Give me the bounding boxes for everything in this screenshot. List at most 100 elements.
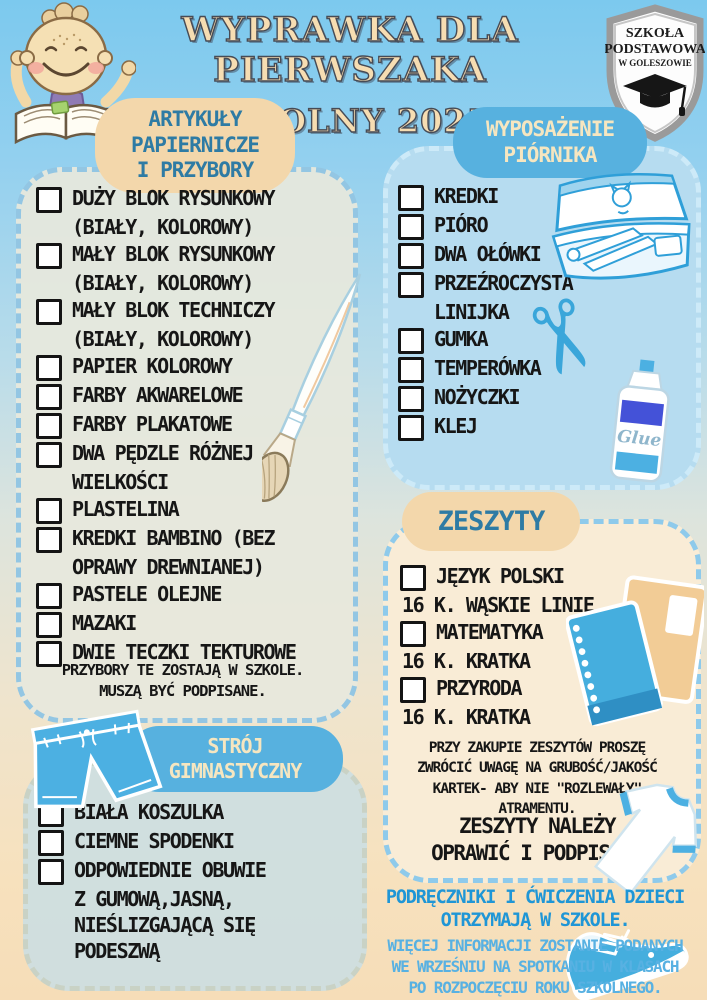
school-logo: SZKOŁA PODSTAWOWA W GOLESZOWIE [605,4,705,142]
header-wyposazenie-piornika: WYPOSAŻENIE PIÓRNIKA [453,107,647,178]
checklist-item: GUMKA [398,326,698,354]
checkbox[interactable] [36,187,62,213]
notebooks-illustration [566,575,704,727]
checklist-item: BIAŁA KOSZULKA [38,799,358,827]
checklist-artykuly: DUŻY BLOK RYSUNKOWY (BIAŁY, KOLOROWY) MAŁY… [36,184,346,668]
checkbox[interactable] [36,355,62,381]
item-label-continuation: (BIAŁY, KOLOROWY) [72,271,254,295]
note-line: ZESZYTY NALEŻY [458,814,617,838]
checklist-item: FARBY PLAKATOWE [36,411,346,439]
footer-line: WIĘCEJ INFORMACJI ZOSTANIE PODANYCH [387,936,683,956]
item-label-continuation: (BIAŁY, KOLOROWY) [72,215,254,239]
checklist-item: CIEMNE SPODENKI [38,828,358,856]
pencil-case-illustration [551,173,691,280]
checkbox[interactable] [36,413,62,439]
note-line: ATRAMENTU. [498,800,576,817]
checkbox[interactable] [38,830,64,856]
checklist-item: TEMPERÓWKA [398,355,698,383]
item-label: MAŁY BLOK RYSUNKOWY [72,242,276,266]
item-label: GUMKA [434,327,489,351]
checkbox[interactable] [36,384,62,410]
checkbox[interactable] [398,185,424,211]
item-label: ODPOWIEDNIE OBUWIE [74,858,267,882]
checklist-stroj: BIAŁA KOSZULKA CIEMNE SPODENKI ODPOWIEDNIE… [38,798,358,964]
note-line: ZWRÓCIĆ UWAGĘ NA GRUBOŚĆ/JAKOŚĆ [417,760,658,777]
checkbox[interactable] [400,565,426,591]
footer-line: WE WRZEŚNIU NA SPOTKANIU W KLASACH [391,957,680,977]
paintbrush-illustration [262,273,362,502]
item-label-continuation: WIELKOŚCI [72,470,169,494]
item-label: JĘZYK POLSKI [436,564,565,588]
logo-text-line2: PODSTAWOWA [605,42,705,57]
header-line: PIÓRNIKA [503,143,597,168]
item-label-continuation: LINIJKA [434,300,510,324]
checklist-item: NOŻYCZKI [398,384,698,412]
checklist-item: KREDKI [398,183,698,211]
checkbox[interactable] [400,621,426,647]
checkbox[interactable] [36,498,62,524]
item-label: PASTELE OLEJNE [72,582,222,606]
checklist-item: ODPOWIEDNIE OBUWIE [38,857,358,885]
header-line: GIMNASTYCZNY [168,759,303,783]
note-line: KARTEK- ABY NIE "ROZLEWAŁY" [432,780,643,797]
item-label: TEMPERÓWKA [434,356,542,380]
checkbox[interactable] [36,299,62,325]
glue-label: Glue [616,427,662,452]
title-line-1: WYPRAWKA DLA PIERWSZAKA [181,9,519,90]
checkbox[interactable] [36,243,62,269]
header-artykuly-papiernicze: ARTYKUŁY PAPIERNICZE I PRZYBORY [95,98,295,193]
note-zeszyty: PRZY ZAKUPIE ZESZYTÓW PROSZĘ ZWRÓCIĆ UWAG… [393,738,681,819]
item-label-continuation: PODESZWĄ [74,939,161,963]
header-line: ZESZYTY [437,506,546,537]
logo-text-line1: SZKOŁA [626,26,685,41]
checklist-item: MAŁY BLOK RYSUNKOWY [36,241,346,269]
item-label: PIÓRO [434,213,489,237]
footer-line: OTRZYMAJĄ W SZKOLE. [440,910,631,932]
graduation-cap-icon [623,74,687,116]
footer-line: PODRĘCZNIKI I ĆWICZENIA DZIECI [385,887,685,908]
header-zeszyty: ZESZYTY [402,492,580,551]
checkbox[interactable] [36,583,62,609]
checkbox[interactable] [36,527,62,553]
item-label: DUŻY BLOK RYSUNKOWY [72,186,276,210]
note-artykuly: PRZYBORY TE ZOSTAJĄ W SZKOLE. MUSZĄ BYĆ P… [30,660,335,702]
checkbox[interactable] [36,442,62,468]
item-label: MAZAKI [72,611,137,635]
checkbox[interactable] [398,415,424,441]
checklist-item: MAŁY BLOK TECHNICZY [36,297,346,325]
header-line: STRÓJ [207,734,263,758]
checkbox[interactable] [398,214,424,240]
checklist-item: DWIE TECZKI TEKTUROWE [36,639,346,667]
panel-artykuly-papiernicze [16,167,358,723]
checkbox[interactable] [398,243,424,269]
checklist-item: KLEJ [398,413,698,441]
item-label: PAPIER KOLOROWY [72,354,233,378]
checkbox[interactable] [398,357,424,383]
checklist-item: DUŻY BLOK RYSUNKOWY [36,185,346,213]
header-stroj-gimnastyczny: STRÓJ GIMNASTYCZNY [127,726,343,792]
footer-line: PO ROZPOCZĘCIU ROKU SZKOLNEGO. [408,977,663,997]
checkbox[interactable] [36,612,62,638]
item-label: DWIE TECZKI TEKTUROWE [72,640,297,664]
checklist-item: JĘZYK POLSKI [400,563,700,591]
header-line: WYPOSAŻENIE [485,117,615,141]
checkbox[interactable] [398,272,424,298]
item-label: NOŻYCZKI [434,385,521,409]
checklist-item: KREDKI BAMBINO (BEZ [36,525,346,553]
item-label: PLASTELINA [72,497,180,521]
header-line: PAPIERNICZE [130,132,260,157]
sneaker-illustration [565,929,689,1000]
checkbox[interactable] [38,859,64,885]
item-label: KLEJ [434,414,478,438]
checkbox[interactable] [398,328,424,354]
item-label-continuation: 16 K. KRATKA [402,649,531,673]
checkbox[interactable] [400,677,426,703]
checkbox[interactable] [36,641,62,667]
item-label: PRZEŹROCZYSTA [434,271,574,295]
item-label-continuation: NIEŚLIZGAJĄCĄ SIĘ [74,913,256,937]
item-label-continuation: Z GUMOWĄ,JASNĄ, [74,887,235,911]
item-label: KREDKI [434,184,499,208]
checkbox[interactable] [398,386,424,412]
item-label: MATEMATYKA [436,620,544,644]
